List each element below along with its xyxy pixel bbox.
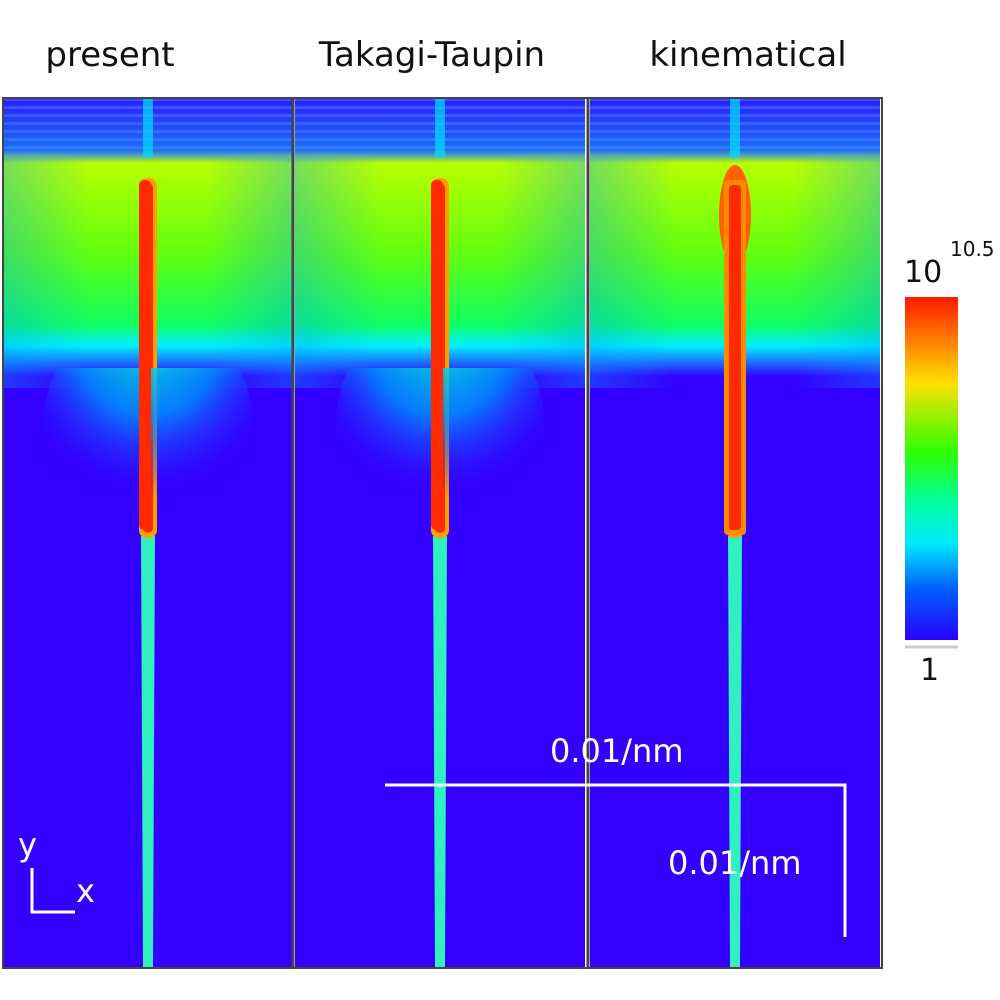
colorbar-max-exponent: 10.5 <box>950 237 995 261</box>
panel-present <box>3 98 293 968</box>
axes-indicator: y x <box>18 826 95 914</box>
panel-takagi-taupin <box>295 98 585 968</box>
colorbar: 10 10.5 1 <box>904 237 995 688</box>
scale-bars: 0.01/nm 0.01/nm <box>385 732 847 937</box>
axis-label: y <box>18 826 37 864</box>
panel-title: Takagi-Taupin <box>318 35 545 75</box>
colorbar-max-base: 10 <box>904 255 942 290</box>
scale-label: 0.01/nm <box>668 844 801 882</box>
panel-title: kinematical <box>649 35 846 75</box>
scale-label: 0.01/nm <box>550 732 683 770</box>
axis-label: x <box>76 872 95 910</box>
panel-title: present <box>45 35 174 75</box>
panel-kinematical <box>590 98 880 968</box>
frame <box>2 97 883 969</box>
colorbar-min: 1 <box>920 653 939 688</box>
